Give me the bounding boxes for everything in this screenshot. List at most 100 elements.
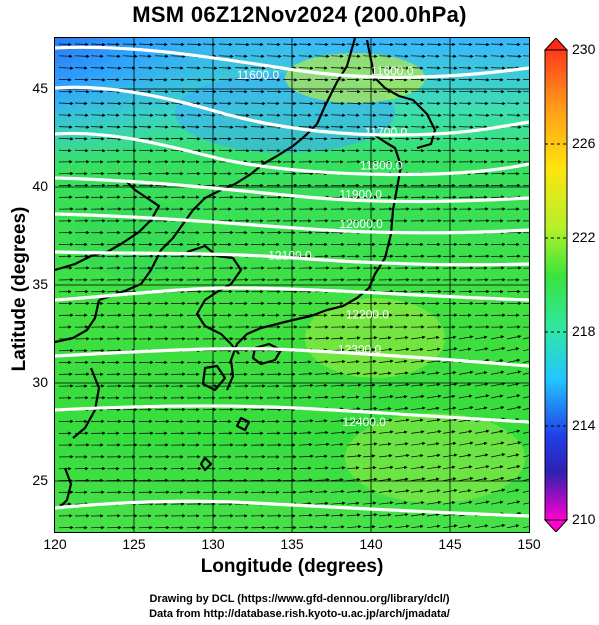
wind-arrow	[346, 336, 361, 340]
wind-arrow	[330, 336, 344, 340]
contour-label: 11700.0	[365, 125, 408, 139]
wind-arrow	[458, 500, 473, 505]
wind-arrow	[442, 524, 458, 529]
contour-label: 12000.0	[339, 217, 383, 231]
wind-arrow	[458, 489, 472, 493]
wind-arrow	[474, 54, 488, 58]
wind-arrow	[298, 419, 314, 423]
wind-arrow	[298, 513, 313, 518]
colorbar-bottom-arrow	[543, 519, 569, 532]
wind-arrow	[314, 66, 328, 70]
wind-arrow	[362, 442, 378, 446]
wind-arrow	[58, 148, 72, 153]
wind-arrow	[522, 443, 529, 446]
wind-arrow	[410, 125, 426, 129]
wind-arrow	[378, 101, 393, 106]
wind-arrow	[154, 125, 169, 129]
wind-arrow	[378, 125, 392, 129]
wind-arrow	[154, 113, 168, 117]
wind-arrow	[474, 477, 488, 481]
wind-arrow	[442, 488, 458, 493]
wind-arrow	[362, 42, 377, 47]
wind-arrow	[442, 441, 457, 446]
wind-arrow	[298, 372, 313, 376]
wind-arrow	[474, 464, 490, 470]
grid-lines	[55, 38, 529, 532]
wind-arrow	[522, 360, 529, 363]
wind-arrow	[74, 113, 89, 117]
wind-arrow	[314, 42, 329, 47]
wind-arrow	[458, 476, 474, 481]
wind-arrow	[522, 455, 529, 458]
wind-arrow	[442, 78, 456, 82]
wind-arrow	[378, 501, 394, 505]
wind-arrow	[234, 101, 249, 106]
wind-arrow	[234, 54, 248, 58]
wind-arrow	[522, 408, 529, 411]
wind-arrow	[522, 102, 529, 104]
wind-arrow	[186, 78, 202, 82]
wind-arrow	[394, 137, 410, 141]
wind-arrow	[458, 524, 472, 529]
wind-arrow	[474, 382, 489, 387]
wind-arrow	[378, 489, 393, 493]
wind-arrow	[506, 78, 521, 82]
wind-arrow	[410, 42, 425, 47]
wind-arrow	[74, 42, 89, 47]
wind-arrow	[266, 101, 280, 106]
wind-arrow	[298, 54, 313, 58]
wind-arrow	[490, 441, 505, 446]
contour-label: 12100.0	[268, 249, 312, 263]
wind-arrow	[410, 441, 426, 446]
wind-arrow	[346, 148, 360, 153]
wind-arrow	[298, 383, 314, 388]
wind-arrow	[282, 89, 296, 94]
wind-arrow	[378, 66, 393, 70]
wind-arrow	[426, 113, 442, 118]
wind-arrow	[442, 125, 457, 129]
wind-arrow	[506, 101, 520, 106]
wind-arrow	[378, 418, 393, 423]
wind-arrow	[506, 394, 521, 399]
wind-arrow	[506, 89, 522, 94]
height-contours	[55, 45, 529, 518]
wind-arrow	[122, 125, 138, 129]
wind-arrow	[490, 476, 505, 481]
wind-arrow	[394, 406, 409, 411]
wind-arrow	[394, 512, 409, 517]
wind-arrow	[282, 42, 298, 47]
wind-arrow	[74, 54, 90, 59]
wind-arrow	[58, 125, 73, 129]
wind-arrow	[90, 42, 106, 47]
wind-arrow	[458, 394, 473, 399]
wind-arrow	[474, 488, 489, 493]
wind-arrow	[362, 430, 377, 435]
wind-arrow	[298, 478, 313, 482]
wind-arrow	[330, 371, 344, 376]
wind-arrow	[410, 512, 426, 517]
wind-arrow	[410, 359, 425, 363]
wind-arrow	[298, 42, 312, 47]
wind-arrow	[154, 42, 168, 47]
wind-arrow	[458, 42, 473, 47]
wind-arrow	[426, 477, 440, 481]
credit-data-source: Data from http://database.rish.kyoto-u.a…	[149, 608, 450, 620]
wind-arrow	[458, 78, 473, 82]
wind-arrow	[282, 137, 297, 141]
wind-arrow	[378, 347, 393, 352]
wind-arrow	[362, 489, 376, 494]
wind-arrow	[474, 441, 488, 446]
wind-arrow	[378, 89, 392, 94]
wind-arrow	[426, 66, 441, 70]
wind-arrow	[346, 466, 360, 470]
wind-arrow	[362, 125, 378, 129]
wind-arrow	[250, 101, 266, 106]
wind-arrow	[522, 337, 529, 340]
wind-arrow	[362, 137, 376, 141]
wind-arrow	[506, 476, 522, 481]
wind-arrow	[442, 394, 456, 399]
wind-arrow	[378, 477, 392, 482]
wind-arrow	[186, 113, 202, 118]
wind-arrow	[154, 78, 168, 82]
wind-arrow	[138, 54, 152, 58]
